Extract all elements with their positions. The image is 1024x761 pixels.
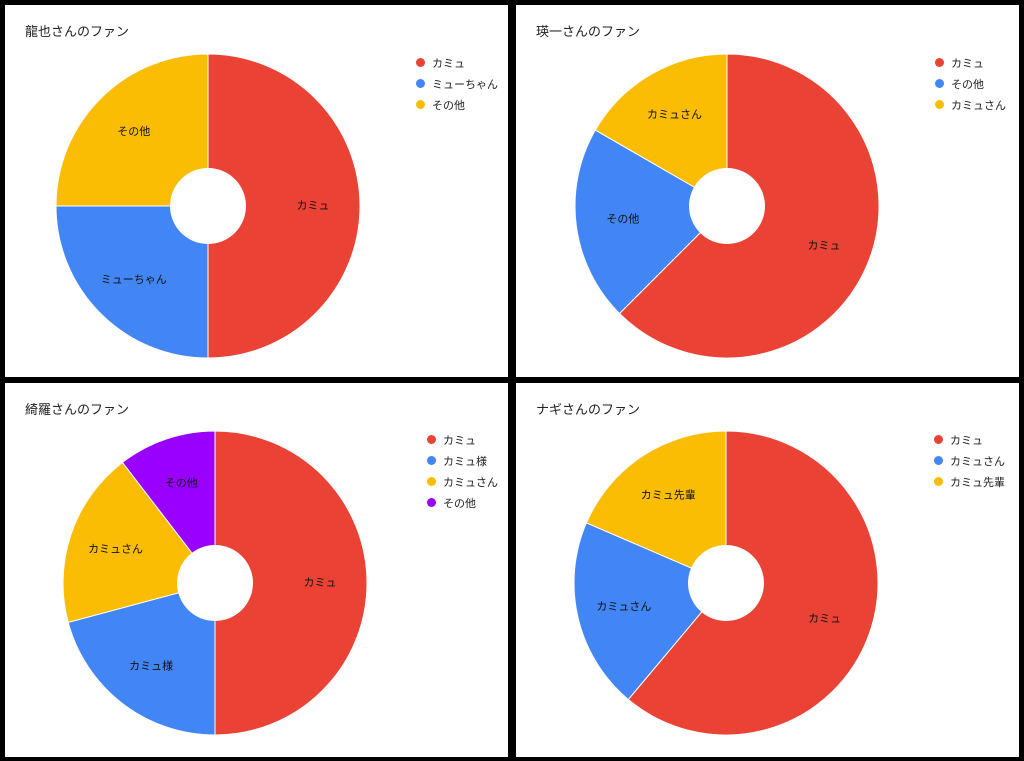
legend-label: その他 — [432, 98, 465, 112]
legend-label: カミュさん — [443, 475, 498, 489]
legend-swatch — [427, 456, 436, 465]
legend-swatch — [934, 456, 943, 465]
slice-label: カミュ — [304, 576, 337, 589]
chart-panel-tatsuya: 龍也さんのファン カミュ ミューちゃん その他 カミュ ミューちゃん その他 — [5, 5, 508, 377]
chart-title: 綺羅さんのファン — [25, 403, 130, 418]
pie-slice — [55, 205, 209, 359]
legend-label: カミュ — [432, 56, 465, 70]
pie-slice — [121, 430, 216, 585]
legend-label: ミューちゃん — [432, 77, 498, 91]
legend-item: カミュ様 — [427, 450, 498, 471]
chart-legend: カミュ カミュ様 カミュさん その他 — [427, 429, 498, 513]
chart-legend: カミュ カミュさん カミュ先輩 — [934, 429, 1005, 492]
legend-swatch — [935, 58, 944, 67]
legend-label: その他 — [951, 77, 984, 91]
pie-chart: カミュ カミュさん カミュ先輩 — [573, 430, 879, 736]
legend-swatch — [935, 100, 944, 109]
legend-item: カミュ — [934, 429, 1005, 450]
donut-hole — [688, 545, 764, 621]
legend-item: カミュさん — [935, 94, 1006, 115]
pie-slice — [55, 53, 209, 207]
legend-label: カミュ — [951, 56, 984, 70]
legend-swatch — [934, 477, 943, 486]
slice-label: その他 — [606, 213, 639, 226]
chart-panel-kira: 綺羅さんのファン カミュ カミュ様 カミュさん その他 カミュ カミュ様 カミュさん … — [5, 383, 508, 757]
pie-slice — [574, 129, 728, 315]
slice-label: カミュさん — [88, 542, 143, 555]
pie-slice — [214, 430, 368, 736]
legend-item: カミュさん — [427, 471, 498, 492]
legend-swatch — [935, 79, 944, 88]
legend-item: カミュ — [427, 429, 498, 450]
legend-item: カミュ — [935, 52, 1006, 73]
slice-label: その他 — [165, 477, 198, 490]
chart-title: ナギさんのファン — [536, 403, 641, 418]
legend-item: ミューちゃん — [416, 73, 498, 94]
chart-legend: カミュ その他 カミュさん — [935, 52, 1006, 115]
slice-label: カミュ — [808, 239, 841, 252]
legend-swatch — [427, 498, 436, 507]
chart-panel-eiichi: 瑛一さんのファン カミュ その他 カミュさん カミュ その他 カミュさん — [516, 5, 1019, 377]
pie-slice — [594, 53, 728, 207]
pie-slice — [67, 582, 216, 736]
legend-item: その他 — [416, 94, 498, 115]
slice-label: その他 — [117, 125, 150, 138]
legend-label: カミュさん — [951, 98, 1006, 112]
chart-title: 瑛一さんのファン — [536, 25, 641, 40]
legend-item: カミュさん — [934, 450, 1005, 471]
chart-legend: カミュ ミューちゃん その他 — [416, 52, 498, 115]
pie-slice — [207, 53, 361, 359]
legend-item: その他 — [935, 73, 1006, 94]
chart-panel-nagi: ナギさんのファン カミュ カミュさん カミュ先輩 カミュ カミュさん カミュ先輩 — [516, 383, 1019, 757]
legend-label: カミュ — [950, 433, 983, 447]
legend-item: その他 — [427, 492, 498, 513]
pie-chart: カミュ その他 カミュさん — [574, 53, 880, 359]
donut-hole — [177, 545, 253, 621]
slice-label: カミュさん — [596, 600, 651, 613]
legend-swatch — [416, 58, 425, 67]
legend-swatch — [416, 79, 425, 88]
chart-title: 龍也さんのファン — [25, 25, 130, 40]
slice-label: カミュ様 — [129, 658, 173, 672]
legend-swatch — [427, 477, 436, 486]
legend-swatch — [934, 435, 943, 444]
slice-label: カミュ先輩 — [641, 487, 696, 501]
donut-hole — [689, 168, 765, 244]
legend-label: カミュ様 — [443, 454, 487, 468]
slice-label: カミュ — [297, 199, 330, 212]
pie-slice — [585, 430, 727, 584]
legend-label: カミュ — [443, 433, 476, 447]
legend-swatch — [416, 100, 425, 109]
legend-label: その他 — [443, 496, 476, 510]
pie-slice — [62, 461, 216, 623]
slice-label: カミュさん — [647, 108, 702, 121]
legend-label: カミュ先輩 — [950, 475, 1005, 489]
legend-item: カミュ — [416, 52, 498, 73]
slice-label: ミューちゃん — [101, 273, 167, 286]
legend-label: カミュさん — [950, 454, 1005, 468]
donut-hole — [170, 168, 246, 244]
legend-item: カミュ先輩 — [934, 471, 1005, 492]
legend-swatch — [427, 435, 436, 444]
slice-label: カミュ — [808, 612, 841, 625]
